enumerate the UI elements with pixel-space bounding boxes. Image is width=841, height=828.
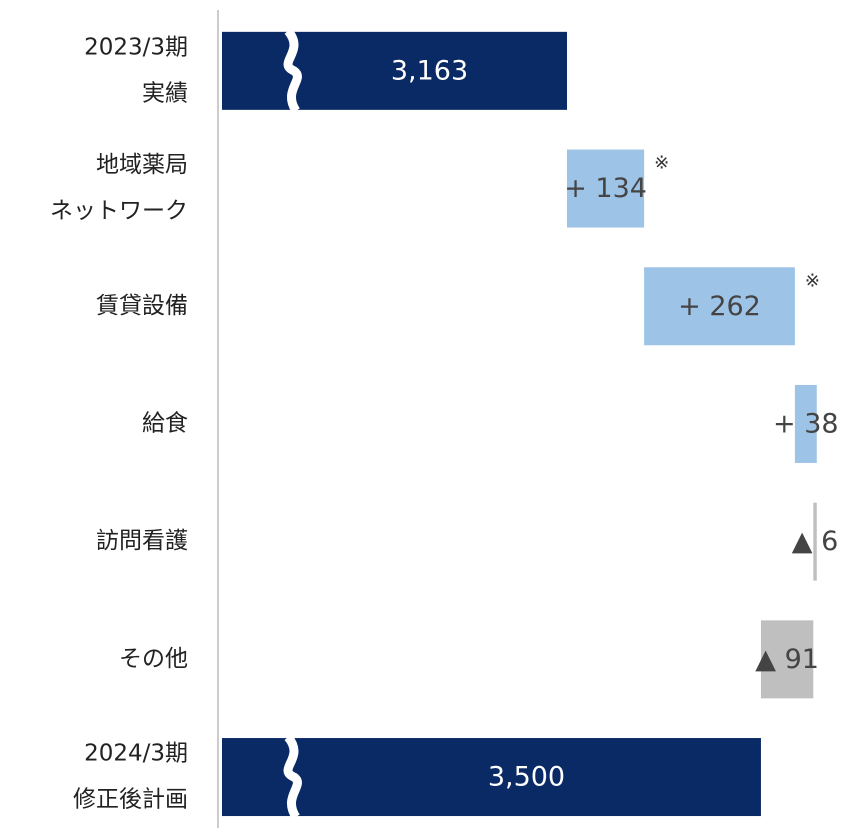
bar (644, 267, 795, 346)
bar (760, 620, 814, 699)
category-label: 訪問看護 (96, 528, 188, 554)
value-label: + 38 (773, 408, 839, 439)
category-label: 賃貸設備 (96, 293, 188, 319)
value-label: ▲ 6 (792, 526, 839, 557)
axis-break (283, 27, 302, 114)
value-label: 3,163 (391, 55, 468, 86)
category-label: 地域薬局 (96, 152, 188, 178)
bar (222, 31, 568, 110)
category-label: 実績 (142, 80, 188, 106)
category-label: 2023/3期 (84, 34, 188, 60)
category-label: ネットワーク (50, 198, 188, 224)
bar (567, 149, 645, 228)
axis-break (283, 734, 302, 820)
bar (813, 502, 817, 581)
bar (794, 384, 817, 463)
value-label: + 262 (678, 291, 761, 322)
value-label: ▲ 91 (755, 644, 819, 675)
value-label: 3,500 (488, 762, 565, 793)
annotation: ※ (654, 153, 669, 174)
category-label: 給食 (142, 410, 188, 436)
value-label: + 134 (564, 173, 647, 204)
bar (222, 738, 761, 817)
category-label: 2024/3期 (84, 741, 188, 767)
category-label: 修正後計画 (73, 787, 188, 813)
annotation: ※ (805, 270, 820, 291)
category-label: その他 (119, 646, 188, 672)
